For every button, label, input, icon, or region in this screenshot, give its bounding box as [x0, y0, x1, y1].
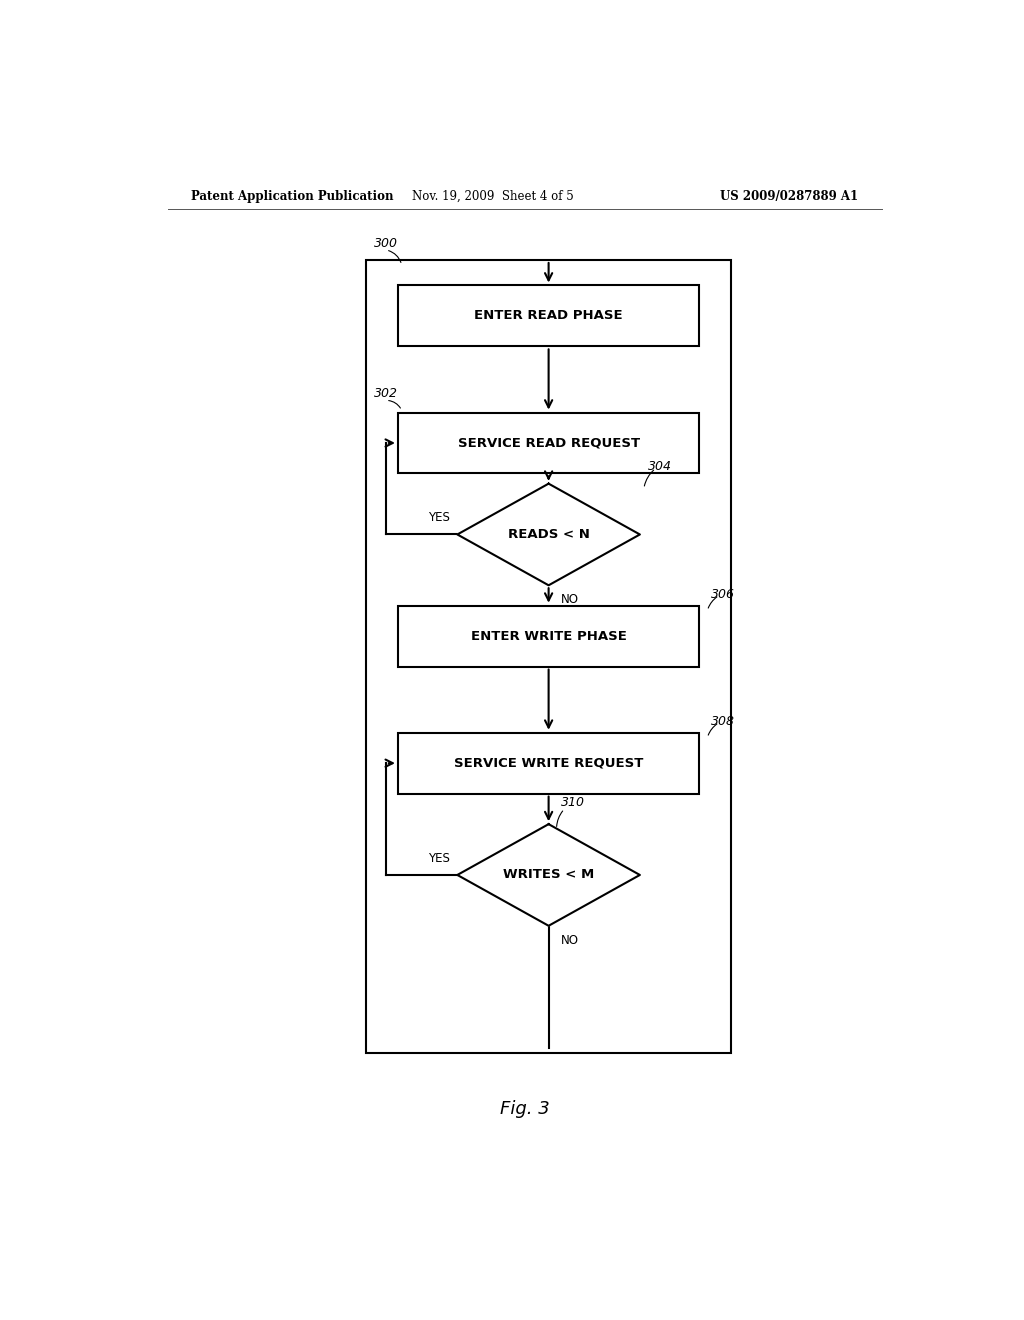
Bar: [397, 733, 699, 793]
Text: Fig. 3: Fig. 3: [500, 1100, 550, 1118]
Text: 302: 302: [374, 387, 398, 400]
Bar: [397, 413, 699, 474]
Polygon shape: [458, 824, 640, 925]
Text: YES: YES: [428, 851, 450, 865]
Text: 304: 304: [648, 461, 672, 474]
Text: 306: 306: [712, 587, 735, 601]
Text: SERVICE READ REQUEST: SERVICE READ REQUEST: [458, 437, 640, 450]
Bar: [397, 606, 699, 667]
Text: US 2009/0287889 A1: US 2009/0287889 A1: [720, 190, 858, 202]
Text: NO: NO: [560, 935, 579, 946]
Text: YES: YES: [428, 511, 450, 524]
Text: 310: 310: [560, 796, 585, 809]
Text: 300: 300: [374, 236, 398, 249]
Polygon shape: [458, 483, 640, 585]
Text: WRITES < M: WRITES < M: [503, 869, 594, 882]
Text: ENTER READ PHASE: ENTER READ PHASE: [474, 309, 623, 322]
Text: SERVICE WRITE REQUEST: SERVICE WRITE REQUEST: [454, 756, 643, 770]
Bar: [397, 285, 699, 346]
Text: Nov. 19, 2009  Sheet 4 of 5: Nov. 19, 2009 Sheet 4 of 5: [413, 190, 573, 202]
Text: NO: NO: [560, 594, 579, 606]
Text: ENTER WRITE PHASE: ENTER WRITE PHASE: [471, 630, 627, 643]
Text: 308: 308: [712, 714, 735, 727]
Bar: [367, 260, 731, 1053]
Text: READS < N: READS < N: [508, 528, 590, 541]
Text: Patent Application Publication: Patent Application Publication: [191, 190, 394, 202]
